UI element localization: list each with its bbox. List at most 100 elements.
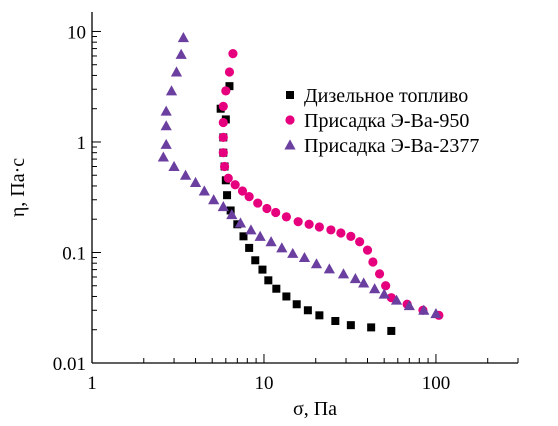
square-data-point: [225, 82, 234, 91]
triangle-data-point: [226, 209, 238, 220]
legend-entry: Присадка Э-Ва-2377: [284, 135, 479, 157]
triangle-data-point: [175, 48, 187, 59]
triangle-data-point: [189, 176, 202, 187]
square-data-point: [315, 311, 324, 320]
circle-data-point: [271, 207, 281, 218]
triangle-data-point: [430, 307, 442, 319]
square-data-point: [226, 206, 235, 215]
triangle-data-point: [254, 230, 266, 241]
y-tick-label: 0.1: [62, 243, 86, 264]
triangle-data-point: [177, 31, 190, 43]
square-data-point: [239, 232, 248, 241]
triangle-data-point: [276, 242, 288, 253]
square-data-point: [303, 306, 312, 315]
triangle-data-point: [208, 194, 220, 205]
square-data-point: [387, 326, 396, 335]
triangle-data-point: [168, 160, 180, 171]
triangle-data-point: [265, 236, 277, 247]
series-3: [157, 31, 442, 319]
square-data-point: [346, 321, 355, 330]
circle-data-point: [218, 117, 228, 128]
legend-entry: Присадка Э-Ва-950: [285, 110, 469, 132]
x-axis-title: σ, Па: [293, 398, 337, 420]
circle-data-point: [221, 86, 231, 96]
square-data-point: [367, 323, 376, 332]
circle-data-point: [346, 231, 356, 241]
square-data-point: [331, 316, 340, 325]
square-data-point: [282, 292, 291, 301]
circle-data-point: [381, 281, 391, 291]
circle-data-point: [326, 225, 336, 235]
circle-data-point: [374, 269, 385, 279]
legend-entry: Дизельное топливо: [286, 85, 468, 107]
y-axis-title: η, Па·с: [7, 158, 29, 217]
circle-data-point: [237, 186, 248, 196]
circle-data-point: [293, 217, 303, 227]
circle-data-point: [244, 192, 254, 202]
square-data-point: [245, 243, 254, 252]
triangle-data-point: [298, 251, 311, 263]
triangle-data-point: [160, 120, 172, 131]
circle-data-point: [262, 203, 272, 214]
legend-label: Присадка Э-Ва-2377: [304, 135, 479, 157]
triangle-data-point: [418, 304, 430, 315]
triangle-data-point: [179, 169, 192, 180]
square-data-point: [258, 265, 267, 274]
circle-data-point: [218, 148, 228, 158]
circle-data-point: [362, 245, 373, 255]
triangle-data-point: [160, 105, 172, 116]
triangle-data-point: [234, 217, 247, 228]
circle-data-point: [368, 257, 378, 267]
triangle-data-point: [310, 258, 323, 269]
circle-data-point: [218, 132, 228, 142]
triangle-data-point: [369, 283, 381, 294]
circle-data-point: [218, 101, 228, 111]
square-data-point: [272, 284, 281, 293]
circle-data-point: [314, 222, 324, 232]
square-data-point: [223, 191, 232, 200]
y-tick-label: 0.01: [53, 354, 86, 375]
triangle-data-point: [245, 224, 257, 235]
x-tick-label: 10: [254, 373, 273, 394]
triangle-data-point: [198, 185, 210, 196]
triangle-data-point: [378, 288, 390, 299]
triangle-data-point: [157, 151, 169, 162]
triangle-data-point: [170, 66, 183, 77]
square-data-point: [251, 256, 260, 265]
triangle-data-point: [287, 247, 299, 258]
square-data-point: [264, 276, 273, 285]
triangle-data-point: [390, 294, 403, 305]
axes: 1 10 100 0.01 0.1 1 10: [53, 12, 519, 394]
circle-data-point: [224, 67, 235, 77]
triangle-data-point: [160, 138, 172, 149]
circle-data-point: [253, 198, 263, 208]
series-2: [218, 49, 444, 320]
circle-data-point: [281, 212, 291, 222]
triangle-data-point: [337, 268, 350, 279]
circle-data-point: [228, 49, 238, 59]
legend-label: Присадка Э-Ва-950: [304, 110, 469, 132]
circle-data-point: [230, 180, 240, 190]
data-series: [157, 31, 444, 335]
legend-square-marker: [286, 91, 294, 99]
triangle-data-point: [358, 277, 370, 288]
y-tick-label: 10: [67, 22, 86, 43]
legend: Дизельное топливо Присадка Э-Ва-950 Присад…: [284, 85, 479, 157]
legend-label: Дизельное топливо: [304, 85, 468, 107]
triangle-data-point: [217, 201, 229, 212]
legend-triangle-marker: [284, 139, 296, 150]
legend-circle-marker: [285, 115, 295, 125]
circle-data-point: [304, 219, 314, 229]
circle-data-point: [223, 173, 233, 183]
circle-data-point: [219, 161, 230, 172]
x-tick-label: 100: [422, 373, 451, 394]
triangle-data-point: [165, 85, 178, 96]
triangle-data-point: [349, 273, 361, 284]
triangle-data-point: [323, 263, 335, 274]
circle-data-point: [336, 228, 346, 238]
triangle-data-point: [403, 300, 415, 311]
y-tick-label: 1: [77, 133, 87, 154]
circle-data-point: [355, 237, 365, 247]
x-tick-label: 1: [87, 373, 97, 394]
